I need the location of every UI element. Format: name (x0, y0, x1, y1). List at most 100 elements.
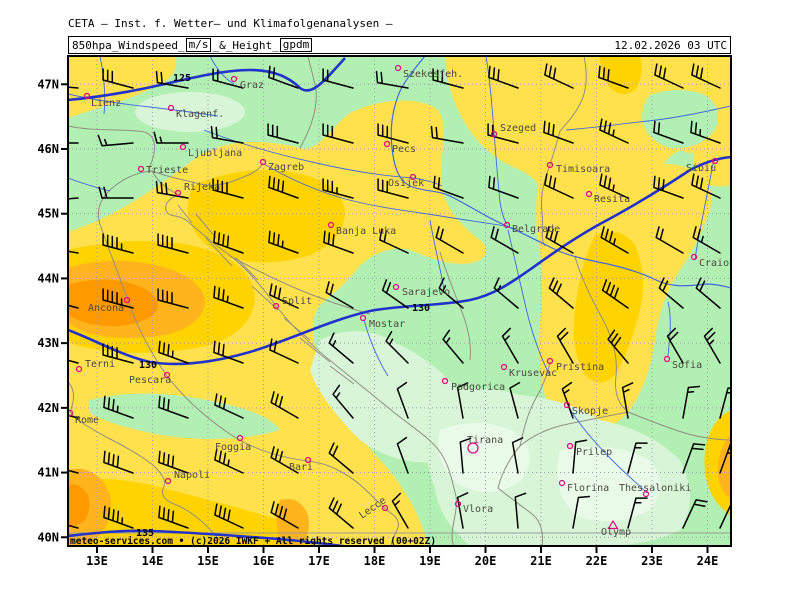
city-label: Pescara (129, 375, 171, 386)
city-prilep: Prilep (566, 442, 612, 458)
city-dot (467, 442, 479, 454)
wind-barb (666, 327, 684, 364)
wind-barb (433, 175, 464, 199)
wind-barb (214, 393, 244, 419)
city-label: Tirana (467, 435, 503, 446)
wind-barb (158, 395, 189, 419)
city-mostar: Mostar (359, 314, 405, 330)
wind-barb (377, 123, 409, 144)
wind-barb (691, 63, 721, 89)
lon-label-18E: 18E (364, 554, 386, 568)
city-label: Thessaloniki (619, 483, 691, 494)
wind-barb (213, 285, 244, 309)
city-krusevac: Krusevac (500, 363, 557, 379)
lat-label-41N: 41N (37, 466, 59, 480)
wind-barb (322, 123, 354, 144)
city-bari: Bari (289, 456, 313, 473)
city-split: Split (272, 296, 312, 310)
wind-barb (658, 277, 684, 309)
city-dot (558, 479, 566, 487)
city-dot (174, 189, 182, 197)
lon-label-22E: 22E (586, 554, 608, 568)
city-florina: Florina (558, 479, 609, 494)
wind-barb (511, 437, 524, 474)
wind-barb (270, 391, 299, 419)
city-rijeka: Rijeka (174, 182, 220, 197)
wind-barb (213, 340, 244, 364)
lon-label-23E: 23E (641, 554, 663, 568)
lon-label-15E: 15E (197, 554, 219, 568)
contour-label-130: 130 (412, 303, 430, 314)
city-dot (383, 140, 391, 148)
city-label: Mostar (369, 319, 405, 330)
wind-barb (268, 175, 299, 199)
lat-label-46N: 46N (37, 142, 59, 156)
wind-barb (212, 68, 244, 89)
city-label: Pristina (556, 362, 604, 373)
wind-barb (456, 492, 469, 529)
city-label: Podgorica (451, 382, 505, 393)
city-label: Florina (567, 483, 609, 494)
wind-barb (212, 178, 244, 199)
valid-datetime: 12.02.2026 03 UTC (614, 38, 727, 52)
wind-barb (158, 450, 189, 474)
city-thessaloniki: Thessaloniki (619, 483, 691, 498)
city-dot (272, 302, 280, 310)
wind-barb (544, 63, 574, 89)
wind-barb (323, 230, 354, 254)
city-dot (690, 253, 698, 261)
wind-barb (690, 120, 721, 144)
city-label: Terni (85, 359, 115, 370)
city-label: Bari (289, 462, 313, 473)
wind-barb (561, 381, 574, 419)
country-borders (68, 56, 731, 546)
city-dot (123, 296, 131, 304)
wind-barb (653, 175, 684, 199)
agency-header: CETA – Inst. f. Wetter– und Klimafolgena… (68, 17, 393, 30)
wind-barb (543, 120, 574, 144)
wind-barb (157, 233, 189, 254)
wind-barb (548, 277, 574, 309)
wind-barb (544, 173, 574, 199)
city-label: Resita (594, 194, 630, 205)
lon-label-17E: 17E (308, 554, 330, 568)
wind-barb (695, 277, 721, 309)
wind-barb (703, 327, 721, 364)
unit-box-ms: m/s (185, 38, 212, 52)
city-tirana: Tirana (467, 435, 503, 454)
wind-barb (572, 439, 588, 474)
city-dot (236, 434, 244, 442)
city-belgrade: Belgrade (503, 221, 560, 235)
wind-barb (155, 180, 189, 199)
city-dot (381, 504, 389, 512)
lon-label-19E: 19E (419, 554, 441, 568)
wind-barb (655, 226, 684, 254)
city-graz: Graz (230, 75, 264, 91)
city-dot (566, 442, 574, 450)
city-dot (454, 500, 462, 508)
city-label: Ljubljana (188, 148, 242, 159)
wind-barbs (68, 63, 731, 529)
city-label: Sofia (672, 360, 702, 371)
city-label: Foggia (215, 442, 251, 453)
contour-label-125: 125 (173, 73, 191, 84)
wind-barb (719, 443, 731, 474)
wind-barb (682, 499, 708, 529)
wind-barb (68, 142, 79, 144)
city-skopje: Skopje (563, 401, 608, 417)
city-dot (585, 190, 593, 198)
city-dot (503, 221, 511, 229)
wind-barb (153, 131, 189, 144)
wind-barb (442, 329, 464, 364)
city-foggia: Foggia (215, 434, 251, 453)
wind-barb (545, 226, 574, 254)
city-dot (409, 173, 417, 181)
wind-barb (607, 329, 629, 364)
wind-barb (158, 505, 189, 529)
wind-barb (102, 288, 134, 309)
wind-barb (210, 125, 244, 144)
city-label: Sarajevo (402, 287, 450, 298)
city-dot (137, 165, 145, 173)
